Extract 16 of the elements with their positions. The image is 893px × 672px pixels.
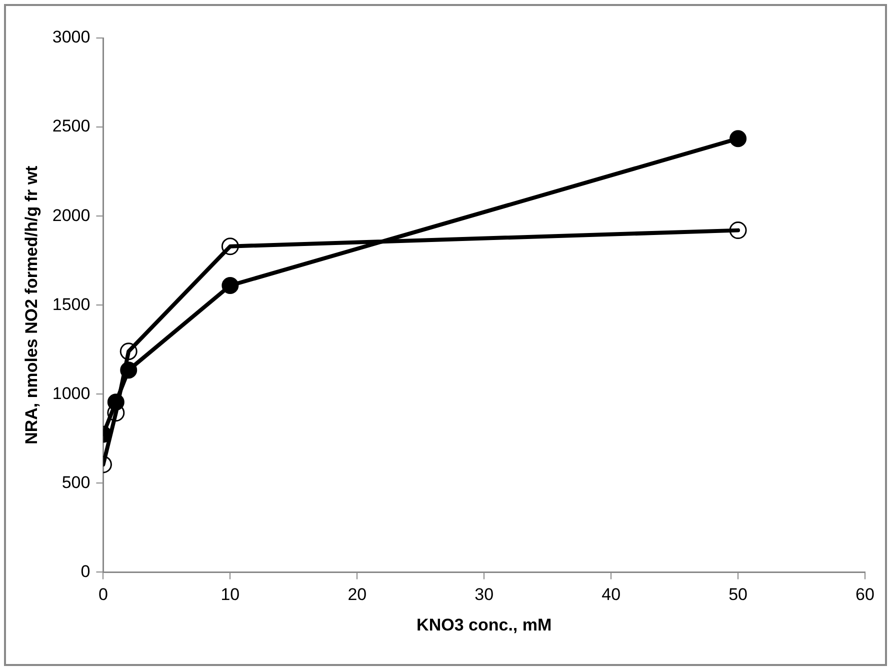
x-tick-label: 20	[348, 585, 367, 604]
y-tick-label: 1000	[52, 384, 90, 403]
y-tick-label: 1500	[52, 294, 90, 314]
x-tick-label: 50	[728, 585, 748, 604]
x-tick-label: 0	[98, 585, 108, 604]
y-axis-title: NRA, nmoles NO2 formed/h/g fr wt	[22, 165, 41, 444]
x-tick-label: 10	[220, 585, 240, 604]
x-axis-title: KNO3 conc., mM	[416, 615, 552, 634]
y-tick-label: 500	[62, 472, 90, 492]
y-tick-label: 2000	[52, 206, 90, 225]
x-tick-label: 60	[856, 585, 874, 604]
y-tick-label: 0	[80, 562, 90, 581]
x-tick-label: 40	[602, 585, 621, 604]
x-tick-label: 30	[474, 585, 494, 604]
y-tick-label: 3000	[52, 28, 90, 47]
y-tick-label: 2500	[52, 116, 90, 136]
